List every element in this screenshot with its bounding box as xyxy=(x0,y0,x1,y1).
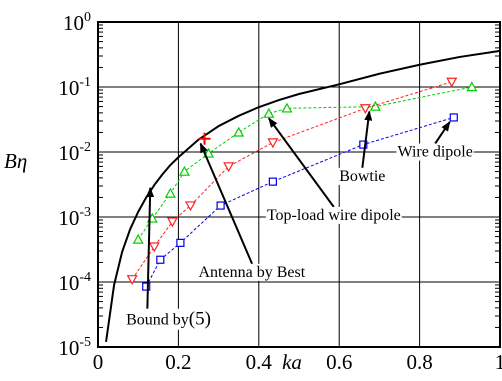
triangle-up-marker xyxy=(466,81,478,92)
y-tick-label: 10-2 xyxy=(58,140,91,165)
x-tick-label: 0 xyxy=(93,350,104,374)
triangle-down-marker xyxy=(446,77,458,88)
triangle-down-marker xyxy=(267,138,279,149)
annotation-arrow xyxy=(268,117,335,208)
annotation-arrow xyxy=(434,121,451,145)
annotation: Top-load wire dipole xyxy=(265,206,402,224)
square-marker xyxy=(216,201,225,210)
annotation-background xyxy=(197,263,307,281)
triangle-down-marker xyxy=(184,201,196,212)
plot-frame xyxy=(97,21,501,348)
annotation-background xyxy=(338,167,387,185)
series-triangle-down xyxy=(126,77,458,286)
series-line xyxy=(137,86,472,240)
triangle-down-marker xyxy=(126,275,138,286)
triangle-up-marker xyxy=(178,165,190,176)
y-tick-label: 10-3 xyxy=(58,205,91,230)
annotation-background xyxy=(396,143,474,161)
x-tick-label: 0.4 xyxy=(246,350,273,374)
triangle-down-marker xyxy=(359,104,371,115)
triangle-up-marker xyxy=(263,107,275,118)
triangle-up-marker xyxy=(132,233,144,244)
annotation-arrow xyxy=(361,110,373,168)
triangle-up-marker xyxy=(281,102,293,113)
triangle-down-marker xyxy=(166,217,178,228)
triangle-up-marker xyxy=(164,187,176,198)
annotation-label: Bound by(5) xyxy=(126,309,211,330)
annotation-background xyxy=(265,206,402,224)
square-marker xyxy=(142,282,151,291)
x-tick-label: 0.6 xyxy=(326,350,352,374)
annotation: Wire dipole xyxy=(396,143,474,161)
annotation-arrow xyxy=(146,186,155,309)
x-axis-label: ka xyxy=(282,350,302,374)
square-marker xyxy=(449,113,458,122)
square-marker xyxy=(359,140,368,149)
annotation: Bowtie xyxy=(338,167,387,185)
series-square xyxy=(142,113,458,291)
annotation-label: Top-load wire dipole xyxy=(267,207,401,224)
annotation-background xyxy=(125,308,212,330)
grid xyxy=(97,21,501,348)
annotation-arrow xyxy=(199,142,254,265)
annotation: Bound by(5) xyxy=(125,308,212,330)
triangle-down-marker xyxy=(223,162,235,173)
annotation-label: Bowtie xyxy=(339,168,385,185)
series-plus xyxy=(198,132,211,145)
bound-curve xyxy=(105,49,501,342)
x-tick-label: 0.2 xyxy=(165,350,191,374)
annotation: Antenna by Best xyxy=(197,263,307,281)
annotation-layer: Wire dipole Bowtie Top-load wire dipole Ant… xyxy=(125,110,474,330)
annotation-label: Wire dipole xyxy=(397,144,472,161)
y-axis-label: Bη xyxy=(4,149,27,173)
tick-labels: 0 0.2 0.4 0.6 0.8 1 100 10-1 10-2 10-3 10-4 10-5 xyxy=(58,10,502,374)
y-tick-label: 10-4 xyxy=(58,270,91,295)
x-tick-label: 1 xyxy=(495,350,502,374)
square-marker xyxy=(176,238,185,247)
square-marker xyxy=(156,255,165,264)
x-tick-label: 0.8 xyxy=(406,350,432,374)
triangle-up-marker xyxy=(233,126,245,137)
y-tick-label: 10-1 xyxy=(58,75,91,100)
series-layer xyxy=(126,77,478,291)
square-marker xyxy=(268,177,277,186)
annotation-label: Antenna by Best xyxy=(199,264,306,281)
triangle-down-marker xyxy=(148,242,160,253)
y-tick-label: 10-5 xyxy=(58,335,91,360)
bound-curve-layer xyxy=(105,49,501,342)
y-tick-label: 100 xyxy=(63,10,91,35)
series-line xyxy=(131,81,452,280)
